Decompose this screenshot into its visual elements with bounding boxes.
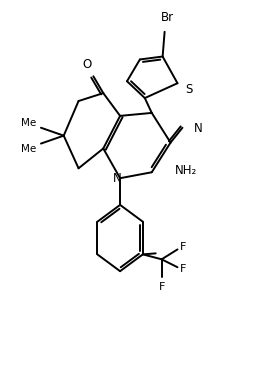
Text: Me: Me xyxy=(21,143,36,154)
Text: F: F xyxy=(180,242,186,252)
Text: NH₂: NH₂ xyxy=(174,164,197,177)
Text: Br: Br xyxy=(161,11,174,24)
Text: F: F xyxy=(180,264,186,274)
Text: S: S xyxy=(186,83,193,96)
Text: F: F xyxy=(158,282,165,292)
Text: N: N xyxy=(113,172,122,185)
Text: Me: Me xyxy=(21,118,36,128)
Text: O: O xyxy=(83,58,92,71)
Text: N: N xyxy=(194,122,203,135)
